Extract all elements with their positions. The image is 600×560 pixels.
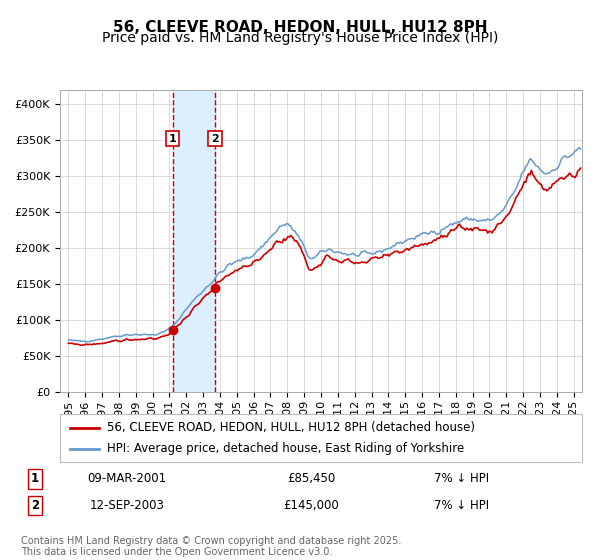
Text: 56, CLEEVE ROAD, HEDON, HULL, HU12 8PH: 56, CLEEVE ROAD, HEDON, HULL, HU12 8PH <box>113 20 487 35</box>
Text: 2: 2 <box>211 133 219 143</box>
Text: 56, CLEEVE ROAD, HEDON, HULL, HU12 8PH (detached house): 56, CLEEVE ROAD, HEDON, HULL, HU12 8PH (… <box>107 421 475 434</box>
Text: Price paid vs. HM Land Registry's House Price Index (HPI): Price paid vs. HM Land Registry's House … <box>102 31 498 45</box>
Text: £85,450: £85,450 <box>287 472 335 486</box>
Text: 1: 1 <box>31 472 39 486</box>
Text: 7% ↓ HPI: 7% ↓ HPI <box>434 472 489 486</box>
Text: 09-MAR-2001: 09-MAR-2001 <box>88 472 167 486</box>
Text: 1: 1 <box>169 133 176 143</box>
Text: £145,000: £145,000 <box>284 499 340 512</box>
Text: 12-SEP-2003: 12-SEP-2003 <box>90 499 164 512</box>
FancyBboxPatch shape <box>60 414 582 462</box>
Text: 2: 2 <box>31 499 39 512</box>
Text: 7% ↓ HPI: 7% ↓ HPI <box>434 499 489 512</box>
Text: Contains HM Land Registry data © Crown copyright and database right 2025.
This d: Contains HM Land Registry data © Crown c… <box>21 535 401 557</box>
Bar <box>173 90 215 392</box>
Text: HPI: Average price, detached house, East Riding of Yorkshire: HPI: Average price, detached house, East… <box>107 442 464 455</box>
